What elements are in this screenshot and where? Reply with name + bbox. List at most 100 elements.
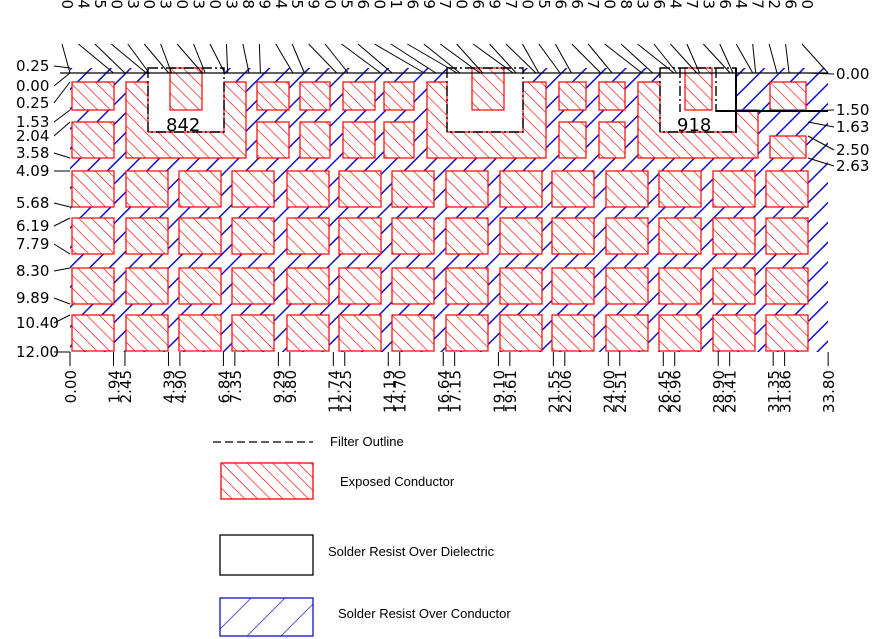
top-leader-line bbox=[456, 43, 484, 74]
top-dim-label: 25.50 bbox=[601, 0, 619, 9]
bottom-dim-label: 31.35 bbox=[765, 370, 783, 413]
bottom-dim-label: 24.00 bbox=[600, 370, 618, 413]
left-leader-line bbox=[53, 202, 71, 208]
conductor-pad bbox=[71, 314, 115, 352]
conductor-pad bbox=[598, 121, 626, 159]
conductor-pad bbox=[391, 217, 435, 255]
left-dim-label: 7.79 bbox=[16, 235, 49, 253]
conductor-pad bbox=[125, 217, 169, 255]
top-dim-label: 17.26 bbox=[403, 0, 421, 9]
top-leader-line bbox=[324, 43, 349, 74]
top-dim-label: 2.45 bbox=[91, 0, 109, 9]
top-dim-label: 33.80 bbox=[798, 0, 816, 9]
conductor-pad bbox=[712, 314, 756, 352]
conductor-pad bbox=[712, 170, 756, 208]
right-dimension-labels: 0.00 1.501.63 2.502.63 bbox=[807, 65, 869, 175]
top-dim-label: 21.85 bbox=[535, 0, 553, 9]
top-leader-line bbox=[472, 43, 514, 74]
top-dim-label: 9.94 bbox=[272, 0, 290, 9]
top-leader-line bbox=[390, 43, 437, 74]
top-dim-label: 1.94 bbox=[74, 0, 92, 9]
conductor-pad bbox=[445, 267, 489, 305]
top-leader-line bbox=[209, 43, 226, 74]
conductor-pad bbox=[71, 81, 115, 111]
bottom-dim-label: 33.80 bbox=[820, 370, 838, 413]
right-leader-line bbox=[807, 135, 835, 151]
top-dim-label: 31.52 bbox=[765, 0, 783, 9]
right-dim-label: 2.50 bbox=[836, 141, 869, 159]
top-dim-label: 7.98 bbox=[239, 0, 257, 9]
conductor-pad bbox=[299, 81, 331, 111]
legend-exposed-conductor-swatch bbox=[220, 462, 314, 500]
top-dim-label: 25.98 bbox=[617, 0, 635, 9]
bottom-dim-label: 26.45 bbox=[655, 370, 673, 413]
top-leader-line bbox=[554, 43, 572, 74]
top-dim-label: 0.00 bbox=[58, 0, 76, 9]
top-dim-label: 19.89 bbox=[486, 0, 504, 9]
left-leader-line bbox=[53, 109, 71, 123]
left-dim-label: 1.53 bbox=[16, 113, 49, 131]
left-leader-line bbox=[53, 267, 71, 272]
exposed-conductor-pads bbox=[71, 67, 809, 352]
left-dim-label: 0.25 bbox=[16, 57, 49, 75]
top-leader-line bbox=[341, 43, 381, 74]
top-dim-label: 12.40 bbox=[321, 0, 339, 9]
bottom-dim-label: 31.86 bbox=[777, 370, 795, 413]
conductor-pad bbox=[658, 217, 702, 255]
conductor-pad bbox=[299, 121, 331, 159]
conductor-pad bbox=[445, 217, 489, 255]
conductor-pad bbox=[231, 267, 275, 305]
top-dim-label: 18.27 bbox=[436, 0, 454, 9]
top-leader-line bbox=[423, 43, 461, 74]
conductor-pad bbox=[769, 81, 807, 111]
legend-resist-conductor-swatch bbox=[219, 597, 314, 637]
top-leader-line bbox=[407, 43, 458, 74]
conductor-pad bbox=[765, 170, 809, 208]
conductor-pad bbox=[342, 121, 376, 159]
conductor-pad bbox=[71, 121, 115, 159]
bottom-dim-label: 14.19 bbox=[380, 370, 398, 413]
bottom-dim-label: 14.70 bbox=[392, 370, 410, 413]
top-leader-line bbox=[489, 43, 517, 74]
legend-exposed-conductor-label: Exposed Conductor bbox=[340, 474, 455, 489]
left-leader-line bbox=[53, 121, 71, 137]
top-dim-label: 18.40 bbox=[453, 0, 471, 9]
bottom-dim-label: 1.94 bbox=[106, 370, 124, 403]
top-dim-label: 30.44 bbox=[732, 0, 750, 9]
conductor-pad bbox=[391, 267, 435, 305]
top-dim-label: 23.66 bbox=[568, 0, 586, 9]
conductor-pad bbox=[499, 170, 543, 208]
top-leader-line bbox=[735, 43, 754, 74]
top-leader-line bbox=[111, 43, 147, 74]
bottom-dim-label: 19.61 bbox=[502, 370, 520, 413]
conductor-pad bbox=[338, 170, 382, 208]
bottom-dim-label: 19.10 bbox=[490, 370, 508, 413]
top-leader-line bbox=[620, 43, 654, 74]
conductor-pad bbox=[598, 81, 626, 111]
conductor-pad bbox=[338, 267, 382, 305]
top-leader-line bbox=[801, 43, 829, 74]
filter-label-918: 918 bbox=[677, 115, 711, 136]
right-leader-line bbox=[807, 72, 835, 75]
top-dim-label: 17.39 bbox=[420, 0, 438, 9]
top-leader-line bbox=[225, 43, 229, 74]
legend-dielectric-swatch bbox=[219, 534, 314, 576]
top-dim-label: 27.94 bbox=[666, 0, 684, 9]
left-leader-line bbox=[53, 152, 71, 159]
bottom-dim-label: 21.55 bbox=[545, 370, 563, 413]
conductor-pad bbox=[231, 314, 275, 352]
bottom-dim-label: 16.64 bbox=[435, 370, 453, 413]
conductor-pad bbox=[125, 170, 169, 208]
left-dim-label: 4.09 bbox=[16, 162, 49, 180]
bottom-dim-label: 12.25 bbox=[337, 370, 355, 413]
top-dim-label: 32.06 bbox=[782, 0, 800, 9]
top-leader-line bbox=[357, 43, 393, 74]
bottom-dim-label: 28.90 bbox=[710, 370, 728, 413]
conductor-pad bbox=[558, 121, 587, 159]
top-leader-line bbox=[242, 43, 250, 74]
bottom-dim-label: 24.51 bbox=[612, 370, 630, 413]
right-dim-label: 1.63 bbox=[836, 118, 869, 136]
top-dim-label: 11.89 bbox=[305, 0, 323, 9]
conductor-pad bbox=[231, 170, 275, 208]
top-leader-line bbox=[538, 43, 561, 74]
